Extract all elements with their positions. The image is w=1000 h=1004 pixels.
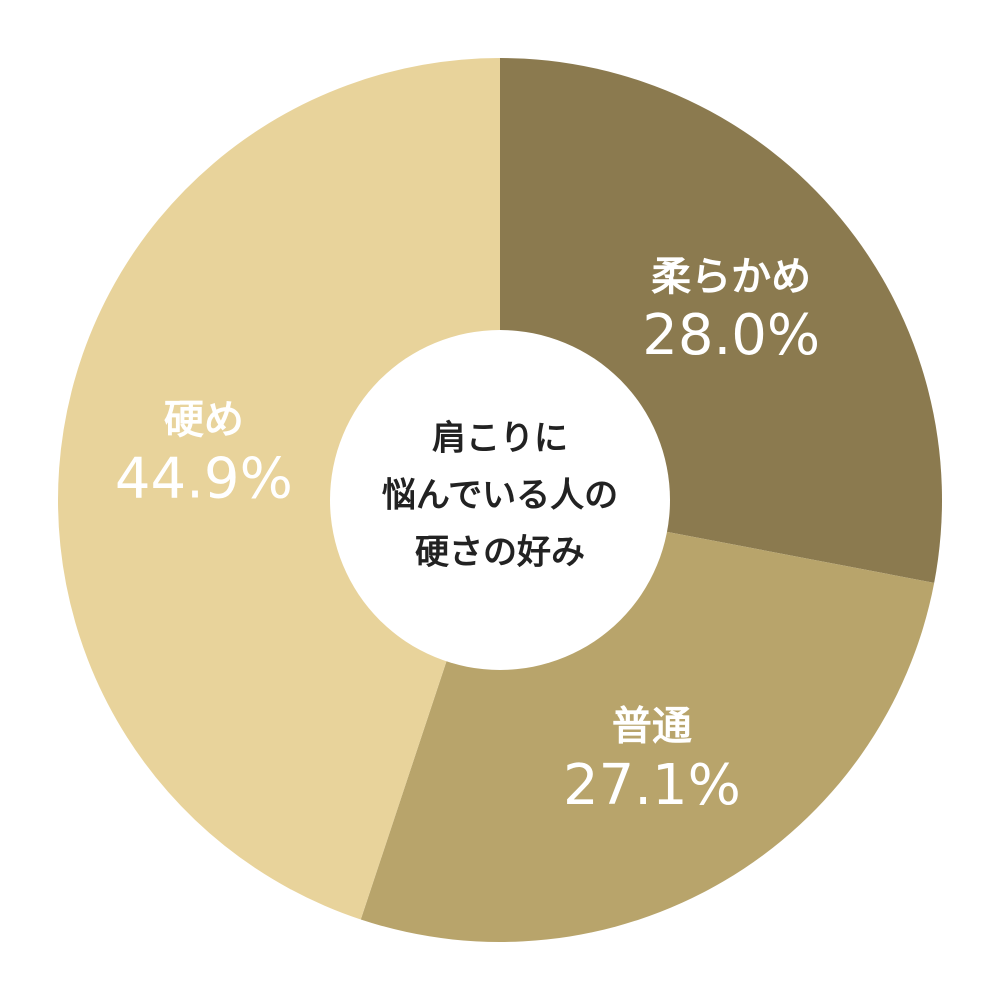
value-label: 44.9%	[115, 446, 293, 511]
chart-title-line: 硬さの好み	[415, 533, 585, 573]
chart-title-line: 肩こりに	[432, 419, 568, 459]
donut-hole	[330, 330, 670, 670]
chart-title-line: 悩んでいる人の	[382, 476, 618, 516]
slice	[57, 58, 500, 920]
category-label: 硬め	[164, 397, 244, 443]
category-label: 柔らかめ	[651, 254, 811, 300]
category-label: 普通	[612, 704, 692, 750]
value-label: 28.0%	[642, 303, 820, 368]
value-label: 27.1%	[563, 753, 741, 818]
